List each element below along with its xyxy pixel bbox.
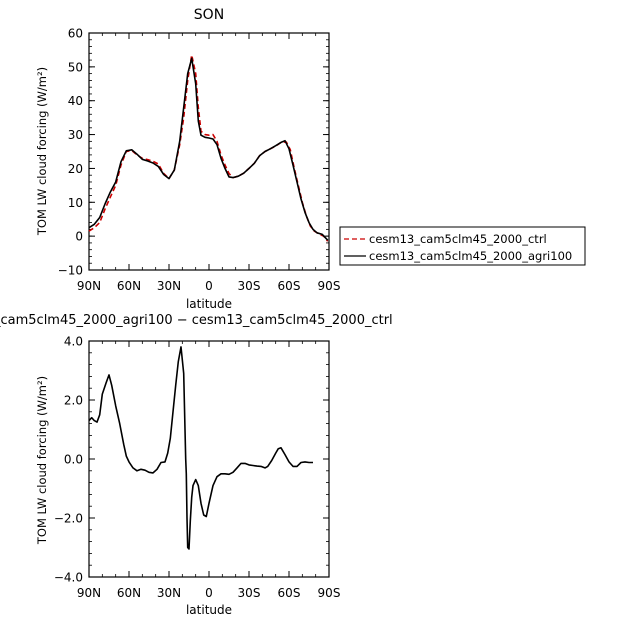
top-xtick-label: 30N	[157, 279, 181, 293]
top-ytick-label: 40	[68, 94, 83, 108]
bottom-chart-ylabel: TOM LW cloud forcing (W/m²)	[35, 376, 49, 545]
bottom-xtick-label: 90S	[318, 586, 341, 600]
top-xtick-label: 60N	[117, 279, 141, 293]
top-xtick-label: 90S	[318, 279, 341, 293]
top-plot-frame	[88, 32, 330, 271]
top-ytick-label: −10	[58, 264, 83, 278]
bottom-plot-frame	[88, 340, 330, 578]
bottom-ytick-label: −2.0	[54, 512, 83, 526]
bottom-xtick-label: 90N	[77, 586, 101, 600]
top-ytick-label: 50	[68, 60, 83, 74]
bottom-series-line-0	[88, 346, 313, 550]
bottom-chart-xlabel: latitude	[186, 603, 232, 617]
top-ytick-label: 20	[68, 162, 83, 176]
top-chart-xlabel: latitude	[186, 297, 232, 311]
bottom-xtick-label: 60N	[117, 586, 141, 600]
top-xtick-label: 90N	[77, 279, 101, 293]
top-chart-title: SON	[194, 7, 224, 23]
top-xtick-label: 0	[205, 279, 213, 293]
bottom-xtick-label: 30S	[238, 586, 261, 600]
top-chart-ylabel: TOM LW cloud forcing (W/m²)	[35, 67, 49, 236]
bottom-xtick-label: 60S	[278, 586, 301, 600]
bottom-xtick-label: 0	[205, 586, 213, 600]
bottom-ytick-label: 4.0	[64, 335, 83, 349]
top-ytick-label: 30	[68, 128, 83, 142]
top-chart-axes: −10 0 10 20 30 40 50 60 90N 60N 30N 0 30S 60S 90S	[58, 27, 341, 294]
top-series-line-0	[88, 54, 329, 242]
bottom-ytick-label: −4.0	[54, 571, 83, 585]
bottom-ytick-label: 0.0	[64, 453, 83, 467]
bottom-ytick-label: 2.0	[64, 394, 83, 408]
bottom-chart-axes: −4.0 −2.0 0.0 2.0 4.0 90N 60N 30N 0 30S 60S 90S	[54, 335, 341, 601]
legend: cesm13_cam5clm45_2000_ctrl cesm13_cam5cl…	[339, 226, 586, 266]
top-xtick-label: 30S	[238, 279, 261, 293]
top-ytick-label: 60	[68, 27, 83, 41]
top-ytick-label: 10	[68, 196, 83, 210]
bottom-xtick-label: 30N	[157, 586, 181, 600]
legend-label-ctrl: cesm13_cam5clm45_2000_ctrl	[369, 232, 547, 246]
top-xtick-label: 60S	[278, 279, 301, 293]
bottom-chart-series	[88, 346, 313, 550]
top-series-line-1	[88, 57, 329, 241]
legend-label-agri100: cesm13_cam5clm45_2000_agri100	[369, 249, 572, 263]
top-ytick-label: 0	[75, 230, 83, 244]
bottom-chart-title: _cam5clm45_2000_agri100 − cesm13_cam5clm…	[0, 313, 393, 328]
top-chart-series	[88, 54, 329, 242]
legend-box	[339, 226, 586, 266]
